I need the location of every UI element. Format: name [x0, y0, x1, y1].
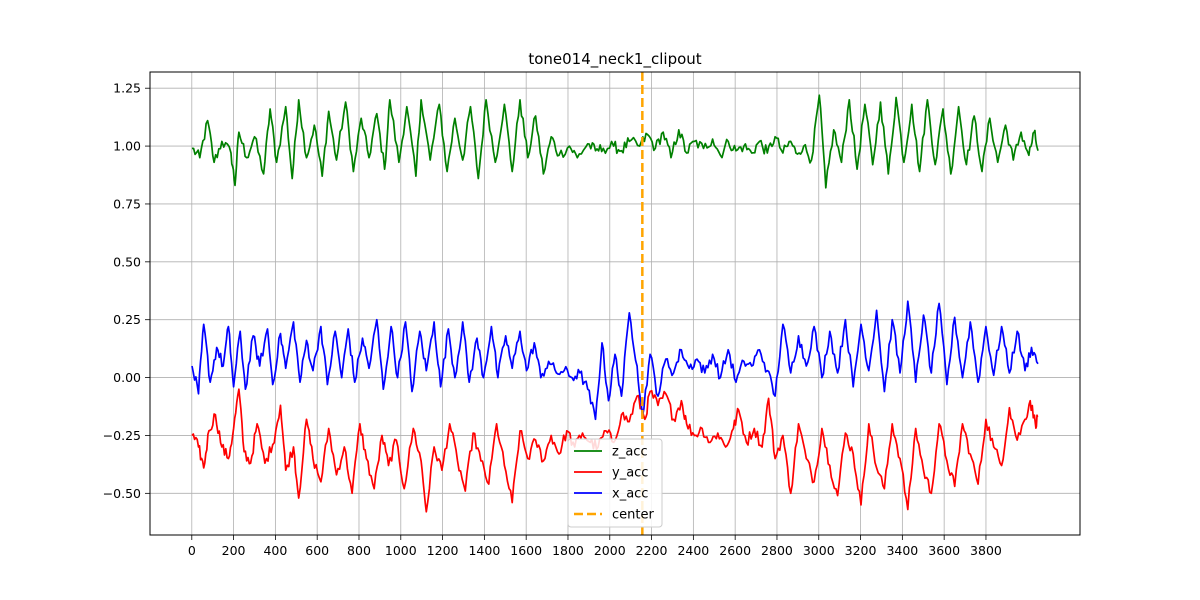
series-line-x-acc — [191, 300, 1039, 421]
legend-label-center: center — [612, 508, 654, 523]
y-tick-label: 1.25 — [113, 81, 141, 96]
y-tick-label: 0.25 — [113, 312, 141, 327]
x-tick-label: 2600 — [719, 543, 751, 558]
chart-title: tone014_neck1_clipout — [528, 50, 701, 69]
x-tick-label: 1800 — [552, 543, 584, 558]
y-tick-label: 1.00 — [113, 139, 141, 154]
y-tick-label: −0.25 — [103, 428, 141, 443]
series-line-y-acc — [191, 388, 1039, 513]
x-tick-label: 600 — [305, 543, 329, 558]
legend-box — [567, 438, 663, 528]
x-tick-label: 3600 — [928, 543, 960, 558]
x-tick-label: 1400 — [468, 543, 500, 558]
plot-frame — [149, 71, 1081, 536]
y-tick-label: −0.50 — [103, 486, 141, 501]
legend-label-x-acc: x_acc — [612, 487, 648, 502]
x-tick-label: 2200 — [636, 543, 668, 558]
x-tick-label: 800 — [347, 543, 371, 558]
y-tick-label: 0.75 — [113, 196, 141, 211]
x-tick-label: 1600 — [510, 543, 542, 558]
x-tick-label: 200 — [222, 543, 246, 558]
x-tick-label: 1000 — [385, 543, 417, 558]
axis-ticks: 0 200 400 600 800 1000 1200 1400 1600 1800 2000 220… — [103, 81, 1002, 558]
legend-label-z-acc: z_acc — [612, 445, 648, 460]
y-tick-label: 0.50 — [113, 254, 141, 269]
x-tick-label: 3200 — [845, 543, 877, 558]
x-tick-label: 1200 — [427, 543, 459, 558]
x-tick-label: 3800 — [970, 543, 1002, 558]
legend-label-y-acc: y_acc — [612, 466, 648, 481]
series-line-z-acc — [191, 94, 1039, 189]
x-tick-label: 400 — [263, 543, 287, 558]
y-tick-label: 0.00 — [113, 370, 141, 385]
x-tick-label: 0 — [188, 543, 196, 558]
x-tick-label: 2000 — [594, 543, 626, 558]
x-tick-label: 2400 — [677, 543, 709, 558]
x-tick-label: 2800 — [761, 543, 793, 558]
x-tick-label: 3000 — [803, 543, 835, 558]
x-tick-label: 3400 — [886, 543, 918, 558]
